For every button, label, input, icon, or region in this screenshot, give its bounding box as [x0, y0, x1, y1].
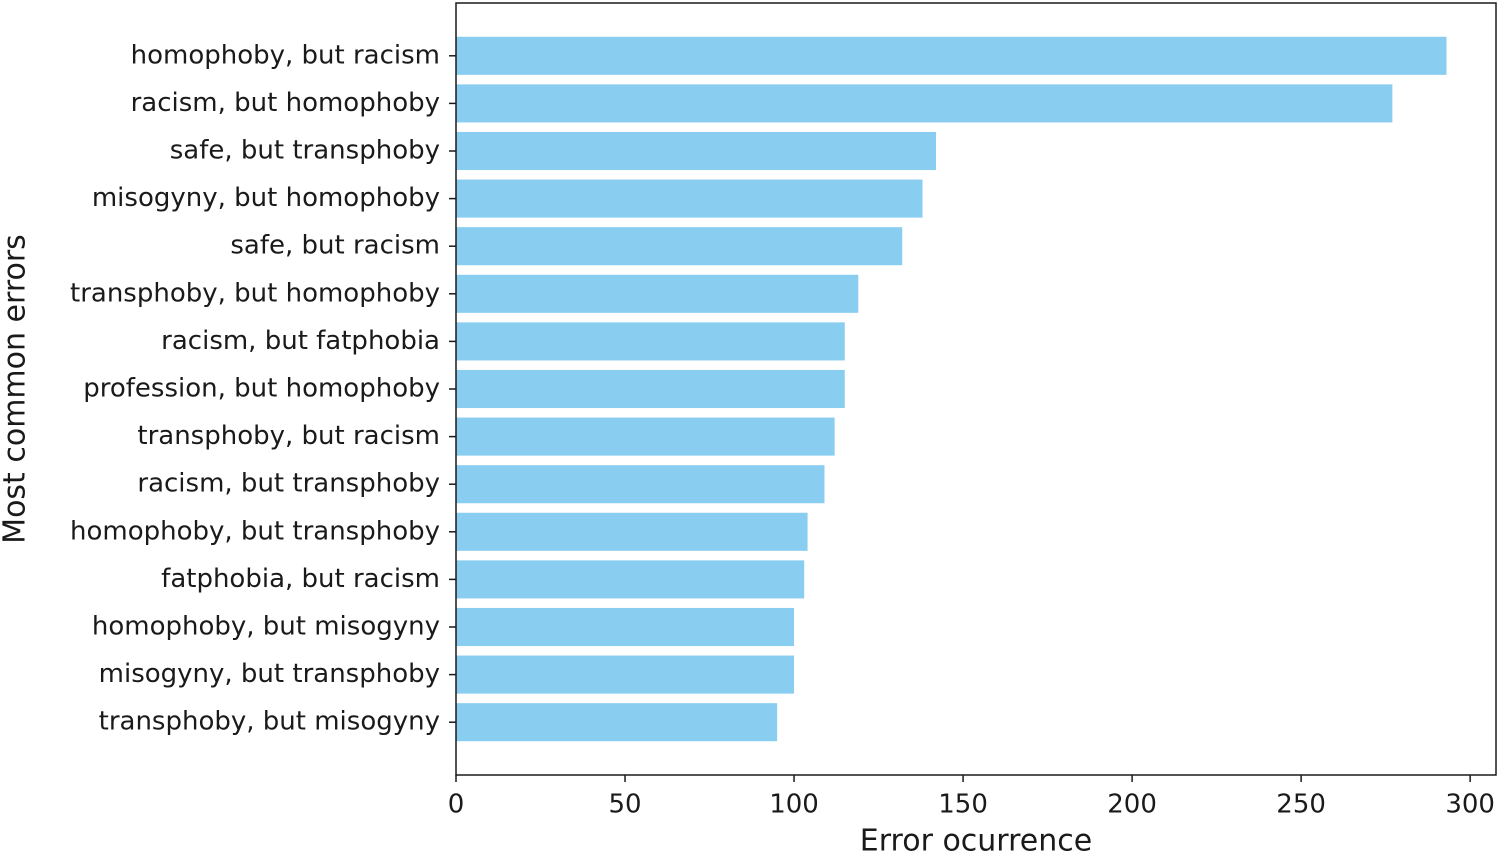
bar [456, 179, 923, 218]
y-tick-label: transphoby, but misogyny [99, 707, 440, 737]
bar [456, 322, 845, 361]
y-tick-label: safe, but racism [230, 231, 440, 261]
bar [456, 131, 937, 171]
x-tick-label: 0 [448, 790, 465, 820]
x-tick-label: 150 [938, 790, 988, 820]
bar [456, 227, 903, 266]
y-axis-title: Most common errors [0, 234, 33, 544]
bar [456, 274, 859, 313]
x-tick-label: 200 [1107, 790, 1157, 820]
plot-frame [455, 2, 1497, 776]
x-tick-label: 50 [608, 790, 641, 820]
x-tick-label: 100 [769, 790, 819, 820]
bar [456, 655, 795, 694]
x-axis-title: Error ocurrence [860, 824, 1092, 858]
y-tick-label: safe, but transphoby [170, 136, 440, 166]
y-tick-label: homophoby, but transphoby [70, 516, 440, 546]
y-tick-label: homophoby, but racism [131, 40, 440, 70]
y-tick-label: fatphobia, but racism [161, 564, 440, 594]
bar [456, 703, 778, 742]
bar [456, 560, 805, 599]
bar [456, 607, 795, 647]
bar [456, 369, 845, 409]
y-tick-label: racism, but fatphobia [161, 326, 440, 356]
y-tick-label: racism, but homophoby [131, 88, 440, 118]
y-tick-label: homophoby, but misogyny [92, 612, 440, 642]
y-tick-label: racism, but transphoby [137, 469, 440, 499]
bar [456, 84, 1393, 123]
bar [456, 465, 825, 504]
bar [456, 36, 1447, 75]
x-tick-label: 300 [1445, 790, 1495, 820]
y-tick-label: transphoby, but racism [137, 421, 440, 451]
y-tick-label: profession, but homophoby [83, 374, 440, 404]
y-tick-label: misogyny, but transphoby [99, 659, 440, 689]
bar [456, 512, 808, 551]
bar [456, 417, 835, 456]
y-tick-label: misogyny, but homophoby [92, 183, 440, 213]
x-tick-label: 250 [1276, 790, 1326, 820]
y-tick-label: transphoby, but homophoby [70, 278, 440, 308]
